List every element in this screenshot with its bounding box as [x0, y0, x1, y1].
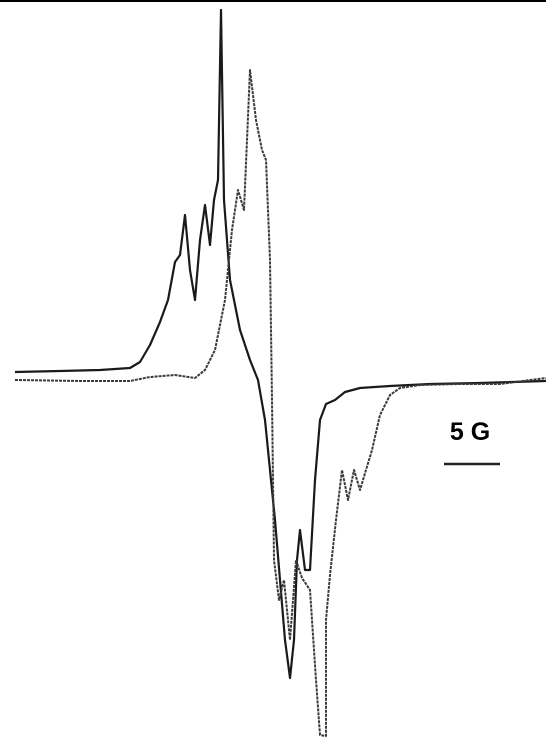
scale-bar-label: 5 G — [450, 418, 490, 446]
spectrum-trace-b — [14, 69, 546, 737]
spectrum-trace-a — [14, 8, 546, 680]
